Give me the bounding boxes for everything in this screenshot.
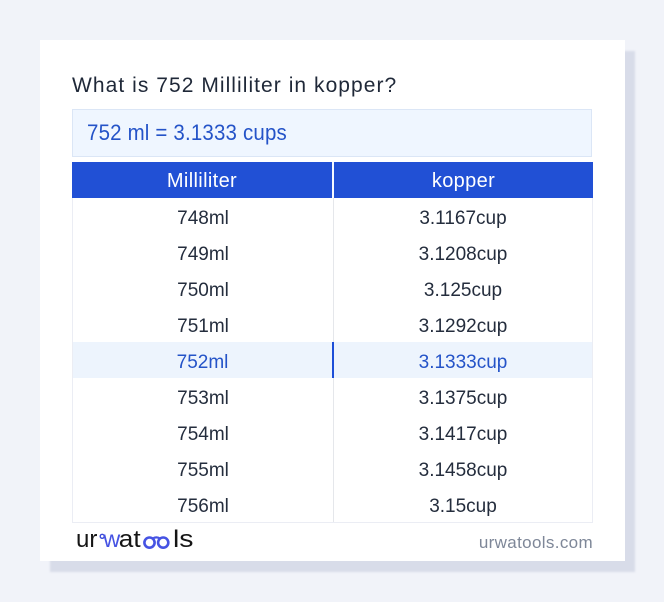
svg-text:at: at — [119, 526, 141, 553]
svg-text:w: w — [102, 526, 121, 552]
svg-text:ur: ur — [76, 526, 97, 553]
svg-text:ls: ls — [173, 526, 194, 553]
